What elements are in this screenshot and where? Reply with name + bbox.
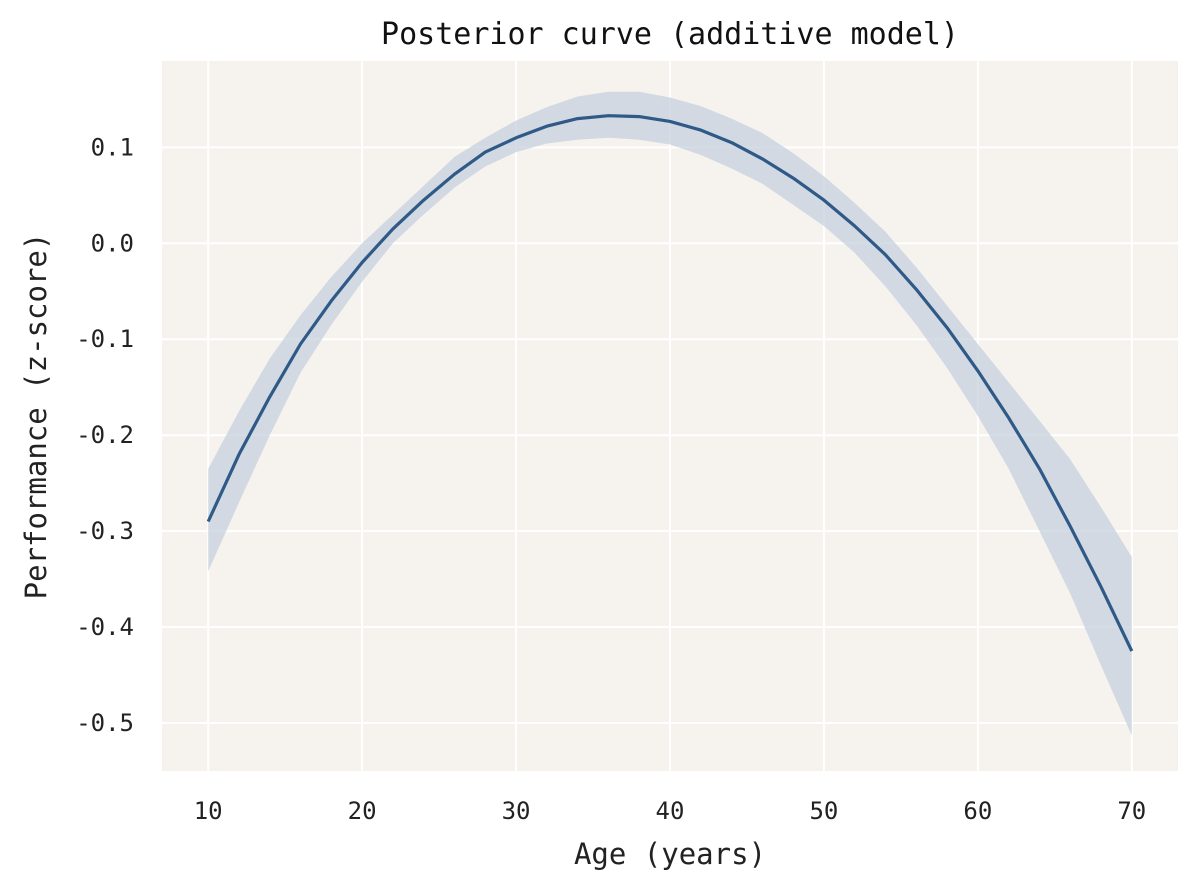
x-tick-label-70: 70 (1117, 797, 1146, 825)
y-axis-label: Performance (z-score) (19, 233, 53, 600)
posterior-line (206, 114, 1134, 652)
x-tick-labels: 10 20 30 40 50 60 70 (194, 797, 1147, 825)
y-tick-label--0.1: -0.1 (76, 325, 134, 353)
credible-band (208, 91, 1132, 736)
x-tick-label-10: 10 (194, 797, 223, 825)
x-tick-label-30: 30 (502, 797, 531, 825)
y-tick-label--0.5: -0.5 (76, 709, 134, 737)
y-tick-label--0.3: -0.3 (76, 517, 134, 545)
y-tick-label--0.2: -0.2 (76, 421, 134, 449)
y-tick-label-0.1: 0.1 (91, 133, 134, 161)
y-tick-label--0.4: -0.4 (76, 613, 134, 641)
y-tick-labels: 0.1 0.0 -0.1 -0.2 -0.3 -0.4 -0.5 (76, 133, 134, 737)
x-tick-label-20: 20 (348, 797, 377, 825)
x-tick-label-40: 40 (656, 797, 685, 825)
x-tick-label-50: 50 (809, 797, 838, 825)
x-axis-label: Age (years) (574, 837, 766, 871)
y-tick-label-0.0: 0.0 (91, 229, 134, 257)
x-tick-label-60: 60 (963, 797, 992, 825)
chart-title: Posterior curve (additive model) (381, 17, 959, 52)
